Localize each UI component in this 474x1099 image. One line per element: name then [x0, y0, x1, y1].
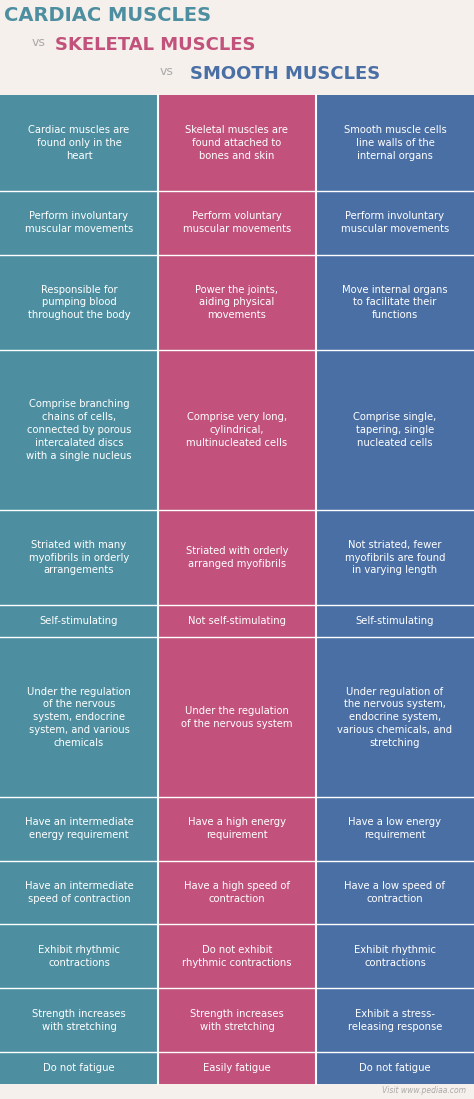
FancyBboxPatch shape — [0, 351, 158, 510]
Text: vs: vs — [32, 36, 46, 49]
Text: Striated with orderly
arranged myofibrils: Striated with orderly arranged myofibril… — [186, 546, 288, 569]
Text: Smooth muscle cells
line walls of the
internal organs: Smooth muscle cells line walls of the in… — [344, 125, 447, 160]
FancyBboxPatch shape — [316, 988, 474, 1052]
Text: Not striated, fewer
myofibrils are found
in varying length: Not striated, fewer myofibrils are found… — [345, 540, 445, 576]
FancyBboxPatch shape — [316, 861, 474, 924]
FancyBboxPatch shape — [0, 637, 158, 797]
Text: Under the regulation
of the nervous system: Under the regulation of the nervous syst… — [181, 706, 293, 729]
FancyBboxPatch shape — [158, 95, 316, 191]
Text: Perform involuntary
muscular movements: Perform involuntary muscular movements — [25, 211, 133, 234]
Text: Striated with many
myofibrils in orderly
arrangements: Striated with many myofibrils in orderly… — [29, 540, 129, 576]
FancyBboxPatch shape — [316, 255, 474, 351]
FancyBboxPatch shape — [0, 861, 158, 924]
FancyBboxPatch shape — [158, 988, 316, 1052]
Text: Skeletal muscles are
found attached to
bones and skin: Skeletal muscles are found attached to b… — [185, 125, 289, 160]
FancyBboxPatch shape — [158, 255, 316, 351]
FancyBboxPatch shape — [316, 924, 474, 988]
Text: SKELETAL MUSCLES: SKELETAL MUSCLES — [55, 36, 255, 54]
FancyBboxPatch shape — [316, 510, 474, 606]
FancyBboxPatch shape — [158, 191, 316, 255]
Text: vs: vs — [160, 65, 174, 78]
FancyBboxPatch shape — [158, 924, 316, 988]
Text: Exhibit rhythmic
contractions: Exhibit rhythmic contractions — [354, 945, 436, 968]
Text: Have an intermediate
energy requirement: Have an intermediate energy requirement — [25, 818, 133, 840]
Text: Easily fatigue: Easily fatigue — [203, 1063, 271, 1073]
FancyBboxPatch shape — [0, 510, 158, 606]
FancyBboxPatch shape — [0, 606, 158, 637]
FancyBboxPatch shape — [316, 95, 474, 191]
Text: Strength increases
with stretching: Strength increases with stretching — [190, 1009, 284, 1032]
Text: Under regulation of
the nervous system,
endocrine system,
various chemicals, and: Under regulation of the nervous system, … — [337, 687, 453, 747]
FancyBboxPatch shape — [316, 1052, 474, 1084]
Text: Comprise single,
tapering, single
nucleated cells: Comprise single, tapering, single nuclea… — [354, 412, 437, 447]
FancyBboxPatch shape — [0, 255, 158, 351]
Text: Self-stimulating: Self-stimulating — [356, 617, 434, 626]
FancyBboxPatch shape — [0, 797, 158, 861]
Text: Comprise branching
chains of cells,
connected by porous
intercalated discs
with : Comprise branching chains of cells, conn… — [26, 399, 132, 460]
Text: Move internal organs
to facilitate their
functions: Move internal organs to facilitate their… — [342, 285, 448, 320]
FancyBboxPatch shape — [0, 191, 158, 255]
Text: Have a low energy
requirement: Have a low energy requirement — [348, 818, 441, 840]
FancyBboxPatch shape — [158, 1052, 316, 1084]
Text: Perform involuntary
muscular movements: Perform involuntary muscular movements — [341, 211, 449, 234]
Text: Self-stimulating: Self-stimulating — [40, 617, 118, 626]
FancyBboxPatch shape — [158, 510, 316, 606]
Text: Comprise very long,
cylindrical,
multinucleated cells: Comprise very long, cylindrical, multinu… — [186, 412, 288, 447]
Text: Have a low speed of
contraction: Have a low speed of contraction — [345, 881, 446, 904]
Text: Do not fatigue: Do not fatigue — [359, 1063, 431, 1073]
Text: Cardiac muscles are
found only in the
heart: Cardiac muscles are found only in the he… — [28, 125, 129, 160]
Text: Under the regulation
of the nervous
system, endocrine
system, and various
chemic: Under the regulation of the nervous syst… — [27, 687, 131, 747]
Text: Exhibit rhythmic
contractions: Exhibit rhythmic contractions — [38, 945, 120, 968]
FancyBboxPatch shape — [158, 797, 316, 861]
FancyBboxPatch shape — [316, 351, 474, 510]
Text: Have a high energy
requirement: Have a high energy requirement — [188, 818, 286, 840]
Text: Not self-stimulating: Not self-stimulating — [188, 617, 286, 626]
FancyBboxPatch shape — [0, 1052, 158, 1084]
FancyBboxPatch shape — [158, 351, 316, 510]
Text: CARDIAC MUSCLES: CARDIAC MUSCLES — [4, 5, 211, 25]
Text: SMOOTH MUSCLES: SMOOTH MUSCLES — [190, 65, 380, 84]
Text: Have an intermediate
speed of contraction: Have an intermediate speed of contractio… — [25, 881, 133, 904]
FancyBboxPatch shape — [158, 861, 316, 924]
FancyBboxPatch shape — [316, 637, 474, 797]
FancyBboxPatch shape — [0, 95, 158, 191]
FancyBboxPatch shape — [0, 988, 158, 1052]
Text: Do not exhibit
rhythmic contractions: Do not exhibit rhythmic contractions — [182, 945, 292, 968]
Text: Exhibit a stress-
releasing response: Exhibit a stress- releasing response — [348, 1009, 442, 1032]
FancyBboxPatch shape — [0, 924, 158, 988]
Text: Responsible for
pumping blood
throughout the body: Responsible for pumping blood throughout… — [27, 285, 130, 320]
Text: Visit www.pediaa.com: Visit www.pediaa.com — [382, 1086, 466, 1095]
Text: Strength increases
with stretching: Strength increases with stretching — [32, 1009, 126, 1032]
Text: Perform voluntary
muscular movements: Perform voluntary muscular movements — [183, 211, 291, 234]
Text: Have a high speed of
contraction: Have a high speed of contraction — [184, 881, 290, 904]
FancyBboxPatch shape — [316, 191, 474, 255]
FancyBboxPatch shape — [316, 797, 474, 861]
FancyBboxPatch shape — [158, 606, 316, 637]
Text: Power the joints,
aiding physical
movements: Power the joints, aiding physical moveme… — [195, 285, 279, 320]
Text: Do not fatigue: Do not fatigue — [43, 1063, 115, 1073]
FancyBboxPatch shape — [316, 606, 474, 637]
FancyBboxPatch shape — [158, 637, 316, 797]
